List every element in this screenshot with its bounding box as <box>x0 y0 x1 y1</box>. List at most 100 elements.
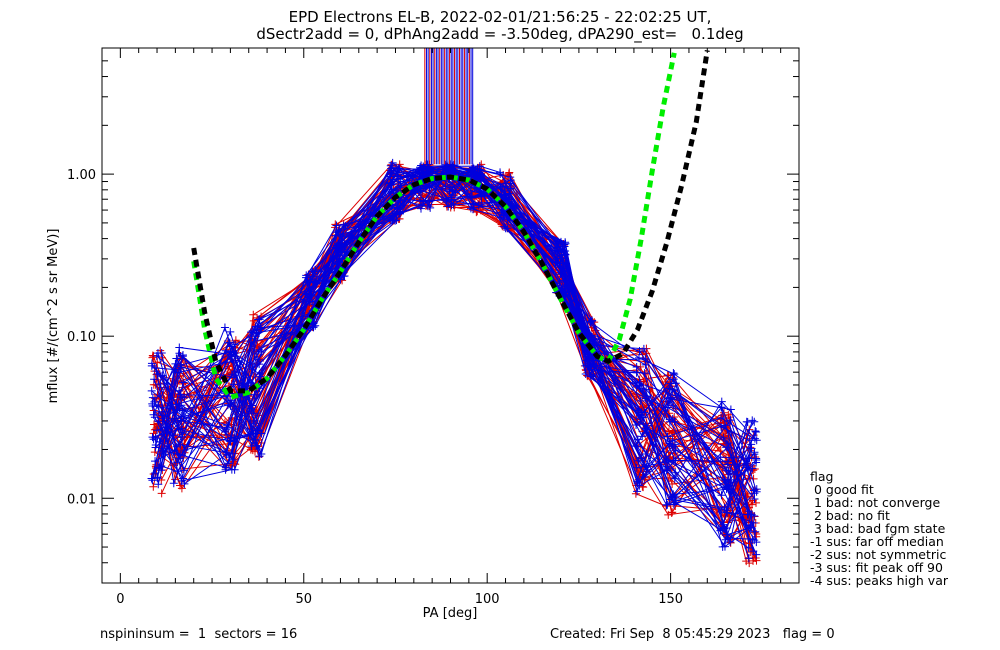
flux-point-marker <box>670 474 679 483</box>
flux-point-marker <box>172 354 181 363</box>
flux-point-marker <box>723 439 732 448</box>
legend-item: -3 sus: fit peak off 90 <box>810 560 943 575</box>
y-tick-label: 0.01 <box>67 492 96 507</box>
flux-point-marker <box>555 277 564 286</box>
flux-point-marker <box>150 413 159 422</box>
flux-point-marker <box>221 448 230 457</box>
flux-point-marker <box>227 398 236 407</box>
flux-point-marker <box>156 372 165 381</box>
legend-item: 0 good fit <box>810 482 874 497</box>
flux-point-marker <box>641 394 650 403</box>
legend-item: -2 sus: not symmetric <box>810 547 947 562</box>
flux-point-marker <box>223 423 232 432</box>
flux-point-marker <box>473 164 482 173</box>
flux-point-marker <box>154 400 163 409</box>
flux-point-marker <box>247 429 256 438</box>
flux-point-marker <box>250 350 259 359</box>
flag-legend: flag 0 good fit 1 bad: not converge 2 ba… <box>810 470 948 587</box>
flux-trace <box>157 167 748 526</box>
flux-point-marker <box>470 170 479 179</box>
flux-point-marker <box>247 442 256 451</box>
flux-point-marker <box>505 168 514 177</box>
flux-point-marker <box>447 196 456 205</box>
flux-point-marker <box>752 427 761 436</box>
flux-trace <box>152 168 753 540</box>
flux-point-marker <box>503 215 512 224</box>
flux-point-marker <box>332 221 341 230</box>
flux-point-marker <box>750 494 759 503</box>
flux-point-marker <box>634 353 643 362</box>
flux-point-marker <box>501 190 510 199</box>
flux-point-marker <box>175 386 184 395</box>
flux-point-marker <box>152 352 161 361</box>
flux-point-marker <box>633 435 642 444</box>
flux-point-marker <box>561 247 570 256</box>
flux-point-marker <box>386 172 395 181</box>
axes: 0 50 100 150 0.01 0.10 1.00 <box>67 47 799 607</box>
flux-point-marker <box>666 379 675 388</box>
flux-point-marker <box>386 179 395 188</box>
flux-point-marker <box>744 543 753 552</box>
flux-point-marker <box>388 158 397 167</box>
flux-point-marker <box>157 489 166 498</box>
flux-point-marker <box>743 418 752 427</box>
flux-point-marker <box>669 500 678 509</box>
flux-point-marker <box>302 271 311 280</box>
flux-point-marker <box>585 350 594 359</box>
flux-point-marker <box>719 520 728 529</box>
flux-point-marker <box>179 351 188 360</box>
flux-point-marker <box>752 458 761 467</box>
flux-point-marker <box>506 173 515 182</box>
flux-point-marker <box>663 403 672 412</box>
flux-point-marker <box>752 498 761 507</box>
flux-point-marker <box>386 187 395 196</box>
peak-spikes <box>424 48 474 165</box>
flux-point-marker <box>156 379 165 388</box>
flux-point-marker <box>148 433 157 442</box>
x-axis-title: PA [deg] <box>423 606 478 621</box>
flux-point-marker <box>155 464 164 473</box>
x-tick-label: 50 <box>295 592 312 607</box>
flux-point-marker <box>496 170 505 179</box>
x-tick-label: 150 <box>658 592 683 607</box>
y-tick-label: 1.00 <box>67 168 96 183</box>
flux-point-marker <box>449 200 458 209</box>
flux-point-marker <box>723 460 732 469</box>
flux-point-marker <box>726 538 735 547</box>
flux-point-marker <box>744 554 753 563</box>
flux-point-marker <box>392 163 401 172</box>
flux-point-marker <box>637 454 646 463</box>
flux-point-marker <box>176 440 185 449</box>
flux-point-marker <box>154 480 163 489</box>
chart-title-line2: dSectr2add = 0, dPhAng2add = -3.50deg, d… <box>256 25 744 43</box>
flux-point-marker <box>751 426 760 435</box>
flux-point-marker <box>149 482 158 491</box>
flux-point-marker <box>249 310 258 319</box>
flux-point-marker <box>669 401 678 410</box>
flux-point-marker <box>151 441 160 450</box>
flux-point-marker <box>417 161 426 170</box>
flux-point-marker <box>717 413 726 422</box>
flux-point-marker <box>666 393 675 402</box>
flux-point-marker <box>221 346 230 355</box>
y-axis-title: mflux [#/(cm^2 s sr MeV)] <box>46 229 61 404</box>
flux-point-marker <box>311 279 320 288</box>
flux-point-marker <box>716 526 725 535</box>
flux-point-marker <box>226 327 235 336</box>
flux-point-marker <box>752 436 761 445</box>
chart-title-line1: EPD Electrons EL-B, 2022-02-01/21:56:25 … <box>288 8 712 26</box>
flux-trace <box>153 172 752 536</box>
flux-point-marker <box>169 479 178 488</box>
flux-point-marker <box>586 318 595 327</box>
flux-point-marker <box>180 406 189 415</box>
flux-point-marker <box>305 298 314 307</box>
flux-point-marker <box>255 452 264 461</box>
flux-point-marker <box>639 344 648 353</box>
flux-point-marker <box>662 500 671 509</box>
flux-point-marker <box>227 465 236 474</box>
flux-point-marker <box>220 323 229 332</box>
flux-point-marker <box>150 375 159 384</box>
flux-point-marker <box>724 467 733 476</box>
flux-point-marker <box>226 437 235 446</box>
